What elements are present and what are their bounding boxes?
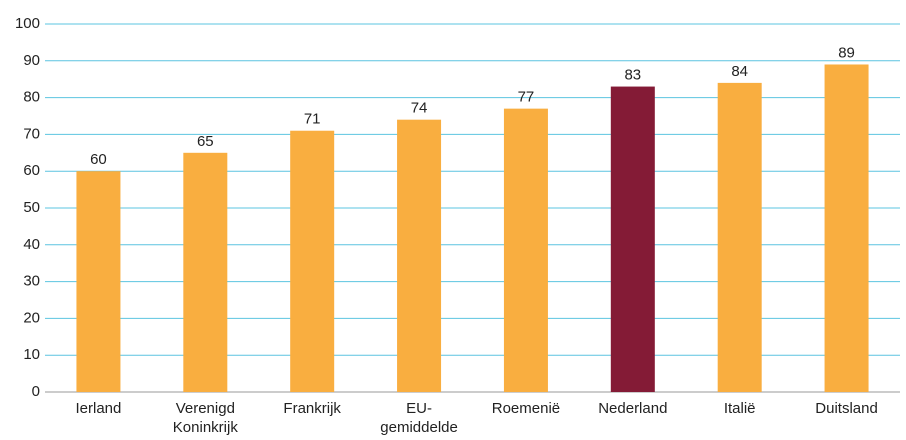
data-label: 89 bbox=[838, 44, 855, 61]
x-tick-label: Verenigd Koninkrijk bbox=[172, 400, 238, 436]
bar bbox=[290, 130, 335, 392]
data-label: 74 bbox=[411, 100, 428, 117]
bar bbox=[76, 171, 121, 392]
y-tick-label: 80 bbox=[23, 89, 40, 106]
y-tick-label: 0 bbox=[32, 383, 40, 400]
y-tick-label: 20 bbox=[23, 309, 40, 326]
bar bbox=[610, 86, 655, 392]
bar bbox=[503, 108, 548, 392]
y-tick-label: 10 bbox=[23, 346, 40, 363]
x-tick-label: Frankrijk bbox=[283, 400, 341, 417]
y-tick-label: 50 bbox=[23, 199, 40, 216]
x-tick-label: Nederland bbox=[598, 400, 668, 417]
bar bbox=[824, 64, 869, 392]
data-label: 65 bbox=[197, 133, 214, 150]
y-tick-label: 90 bbox=[23, 52, 40, 69]
data-label: 84 bbox=[731, 63, 748, 80]
x-tick-label: Roemenië bbox=[491, 400, 561, 417]
y-tick-label: 70 bbox=[23, 125, 40, 142]
x-tick-label: EU-gemiddelde bbox=[380, 400, 458, 436]
data-label: 60 bbox=[90, 151, 107, 168]
y-tick-label: 40 bbox=[23, 236, 40, 253]
x-tick-label: Duitsland bbox=[815, 400, 878, 417]
x-tick-label: Ierland bbox=[75, 400, 122, 417]
y-tick-label: 30 bbox=[23, 273, 40, 290]
bar bbox=[397, 119, 442, 393]
data-label: 71 bbox=[304, 111, 321, 128]
x-tick-label: Italië bbox=[723, 400, 756, 417]
y-tick-label: 100 bbox=[15, 15, 40, 32]
bar bbox=[183, 152, 228, 392]
data-label: 77 bbox=[518, 89, 535, 106]
bar bbox=[717, 82, 762, 392]
data-label: 83 bbox=[624, 67, 641, 84]
y-tick-label: 60 bbox=[23, 162, 40, 179]
